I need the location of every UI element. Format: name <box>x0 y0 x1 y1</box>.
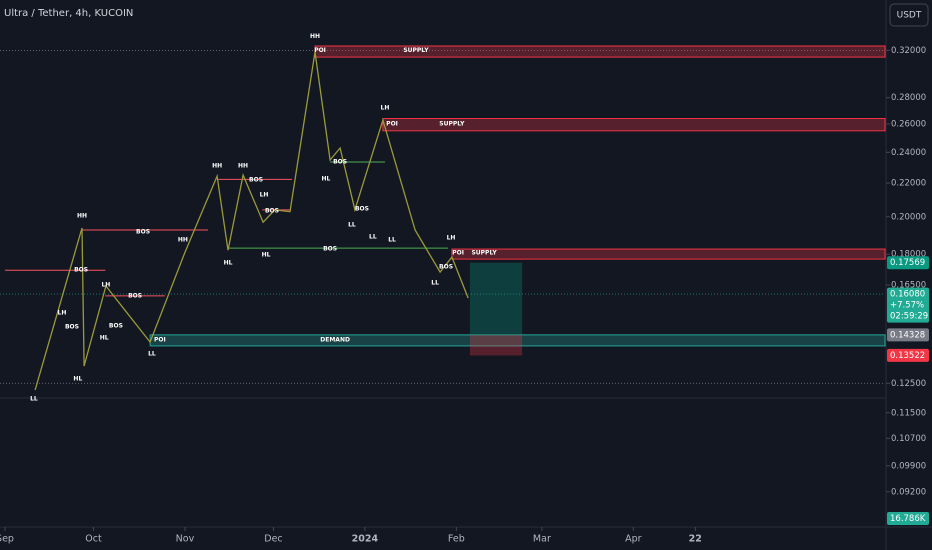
annotation: SUPPLY <box>471 250 497 257</box>
annotation: LL <box>431 280 439 287</box>
price-label-box <box>887 256 929 270</box>
annotation: BOS <box>323 246 337 253</box>
price-label: 0.16080 <box>890 290 925 300</box>
zone <box>451 248 886 260</box>
annotation: BOS <box>439 264 453 271</box>
y-tick-label: 0.22000 <box>891 179 926 189</box>
chart-title: Ultra / Tether, 4h, KUCOIN <box>4 8 133 19</box>
annotation: BOS <box>333 158 347 165</box>
annotation: BOS <box>65 324 79 331</box>
currency-button-label[interactable]: USDT <box>897 11 922 21</box>
annotation: HH <box>238 163 248 170</box>
annotation: LL <box>30 396 38 403</box>
position-loss <box>469 334 523 356</box>
volume-label: 16.786K <box>890 514 926 524</box>
volume-label-box <box>887 512 929 525</box>
y-tick-label: 0.11500 <box>891 408 926 418</box>
x-tick-label: Dec <box>264 534 282 545</box>
y-tick-label: 0.26000 <box>891 119 926 129</box>
annotation: POI <box>386 120 398 127</box>
annotation: HH <box>178 237 188 244</box>
annotation: BOS <box>128 293 142 300</box>
annotation: BOS <box>136 229 150 236</box>
y-tick-label: 0.09900 <box>891 461 926 471</box>
annotation: BOS <box>249 177 263 184</box>
price-label-box <box>887 328 929 342</box>
x-tick-label: Sep <box>0 534 14 545</box>
annotation: LL <box>369 234 377 241</box>
y-tick-label: 0.10700 <box>891 434 926 444</box>
y-tick-label: 0.28000 <box>891 93 926 103</box>
annotation: LL <box>148 351 156 358</box>
x-tick-label: Mar <box>533 534 551 545</box>
annotation: HH <box>212 163 222 170</box>
annotation: HH <box>310 33 320 40</box>
price-label-box <box>887 348 929 362</box>
annotation: DEMAND <box>320 337 350 344</box>
annotation: LH <box>101 281 110 288</box>
x-tick-label: 22 <box>689 534 702 545</box>
y-tick-label: 0.18000 <box>891 250 926 260</box>
annotation: LH <box>447 234 456 241</box>
annotation: LH <box>58 310 67 317</box>
annotation: LH <box>260 192 269 199</box>
annotation: HL <box>322 176 331 183</box>
x-tick-label: Nov <box>176 534 195 545</box>
annotation: BOS <box>109 322 123 329</box>
x-tick-label: 2024 <box>352 534 379 545</box>
y-tick-label: 0.09200 <box>891 487 926 497</box>
y-tick-label: 0.20000 <box>891 212 926 222</box>
annotation: BOS <box>74 267 88 274</box>
y-tick-label: 0.24000 <box>891 148 926 158</box>
price-label-change: +7.57% <box>890 301 924 311</box>
annotation: LH <box>381 104 390 111</box>
position-profit <box>469 262 523 335</box>
currency-button[interactable] <box>889 3 929 27</box>
annotation: LL <box>388 237 396 244</box>
y-tick-label: 0.16500 <box>891 280 926 290</box>
annotation: LL <box>348 222 356 229</box>
annotation: HH <box>77 213 87 220</box>
y-tick-label: 0.32000 <box>891 46 926 56</box>
price-label-countdown: 02:59:29 <box>890 312 928 322</box>
annotation: SUPPLY <box>439 120 465 127</box>
annotation: HL <box>224 260 233 267</box>
price-label: 0.13522 <box>890 351 925 361</box>
price-label-box <box>887 287 929 323</box>
zone <box>382 118 886 132</box>
annotation: POI <box>452 250 464 257</box>
y-tick-label: 0.12500 <box>891 379 926 389</box>
annotation: BOS <box>355 206 369 213</box>
zigzag-line <box>34 51 469 391</box>
annotation: POI <box>154 337 166 344</box>
annotation: SUPPLY <box>403 47 429 54</box>
price-label: 0.17569 <box>890 258 925 268</box>
x-tick-label: Apr <box>625 534 642 545</box>
price-label: 0.14328 <box>890 330 925 340</box>
annotation: BOS <box>265 208 279 215</box>
annotation: POI <box>314 47 326 54</box>
annotation: HL <box>73 376 82 383</box>
x-tick-label: Feb <box>448 534 465 545</box>
zone <box>314 45 886 58</box>
annotation: HL <box>262 252 271 259</box>
annotation: HL <box>100 335 109 342</box>
x-tick-label: Oct <box>85 534 102 545</box>
